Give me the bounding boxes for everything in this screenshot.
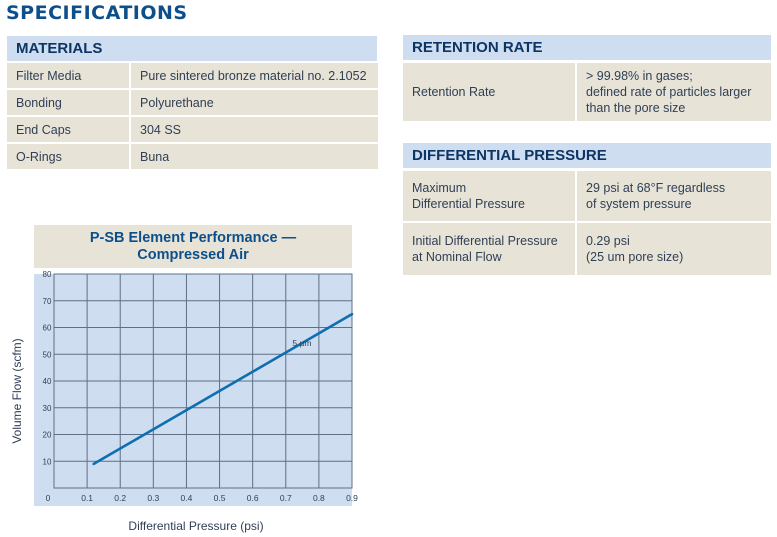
spec-value: Pure sintered bronze material no. 2.1052 bbox=[129, 63, 378, 88]
spec-value: 304 SS bbox=[129, 117, 378, 142]
x-tick-label: 0.4 bbox=[181, 493, 193, 503]
value-line: defined rate of particles larger bbox=[586, 85, 752, 99]
retention-table: Retention Rate > 99.98% in gases; define… bbox=[403, 61, 771, 123]
spec-value: 0.29 psi (25 um pore size) bbox=[575, 223, 771, 275]
y-tick-label: 20 bbox=[43, 431, 52, 440]
y-tick-label: 60 bbox=[43, 324, 52, 333]
table-row: Maximum Differential Pressure 29 psi at … bbox=[403, 171, 771, 221]
materials-header: MATERIALS bbox=[7, 36, 377, 61]
spec-label: O-Rings bbox=[7, 144, 129, 169]
spec-value: 29 psi at 68°F regardless of system pres… bbox=[575, 171, 771, 221]
x-tick-label: 0.8 bbox=[313, 493, 325, 503]
x-tick-label: 0.9 bbox=[346, 493, 358, 503]
series-line bbox=[92, 312, 354, 466]
spec-value: Polyurethane bbox=[129, 90, 378, 115]
y-tick-label: 30 bbox=[43, 404, 52, 413]
table-row: O-Rings Buna bbox=[7, 144, 378, 169]
y-tick-label: 70 bbox=[43, 297, 52, 306]
table-row: Retention Rate > 99.98% in gases; define… bbox=[403, 63, 771, 121]
chart-title: P-SB Element Performance — Compressed Ai… bbox=[34, 225, 352, 268]
materials-table: Filter Media Pure sintered bronze materi… bbox=[7, 61, 378, 171]
spec-value: > 99.98% in gases; defined rate of parti… bbox=[575, 63, 771, 121]
x-tick-label: 0.6 bbox=[247, 493, 259, 503]
differential-table: Maximum Differential Pressure 29 psi at … bbox=[403, 169, 771, 277]
y-tick-label: 80 bbox=[43, 270, 52, 279]
x-tick-label: 0.2 bbox=[114, 493, 126, 503]
performance-chart: 10 20 30 40 50 60 70 80 0 0.1 0.2 0.3 0.4 0.5 0.6 0.7 0.… bbox=[10, 270, 358, 533]
spec-label: Retention Rate bbox=[403, 63, 575, 121]
table-row: End Caps 304 SS bbox=[7, 117, 378, 142]
x-tick-label: 0.5 bbox=[214, 493, 226, 503]
y-axis-strip bbox=[34, 274, 54, 488]
value-line: > 99.98% in gases; bbox=[586, 69, 693, 83]
differential-header: DIFFERENTIAL PRESSURE bbox=[403, 143, 771, 168]
y-axis-label: Volume Flow (scfm) bbox=[10, 338, 24, 443]
value-line: 29 psi at 68°F regardless bbox=[586, 181, 726, 195]
value-line: of system pressure bbox=[586, 197, 692, 211]
spec-label: Filter Media bbox=[7, 63, 129, 88]
x-tick-label: 0.3 bbox=[147, 493, 159, 503]
value-line: 0.29 psi bbox=[586, 234, 630, 248]
label-line: Differential Pressure bbox=[412, 197, 526, 211]
spec-label: Maximum Differential Pressure bbox=[403, 171, 575, 221]
y-tick-label: 40 bbox=[43, 377, 52, 386]
table-row: Filter Media Pure sintered bronze materi… bbox=[7, 63, 378, 88]
y-tick-label: 50 bbox=[43, 350, 52, 359]
spec-label: Initial Differential Pressure at Nominal… bbox=[403, 223, 575, 275]
label-line: Maximum bbox=[412, 181, 467, 195]
retention-header: RETENTION RATE bbox=[403, 35, 771, 60]
series-annotation: 5 µm bbox=[292, 338, 311, 348]
table-row: Bonding Polyurethane bbox=[7, 90, 378, 115]
spec-label: Bonding bbox=[7, 90, 129, 115]
value-line: than the pore size bbox=[586, 101, 686, 115]
chart-title-line: P-SB Element Performance — bbox=[89, 229, 297, 246]
x-axis-strip bbox=[34, 488, 352, 506]
y-tick-label: 10 bbox=[43, 457, 52, 466]
x-tick-label: 0 bbox=[46, 493, 51, 503]
label-line: at Nominal Flow bbox=[412, 250, 502, 264]
spec-value: Buna bbox=[129, 144, 378, 169]
plot-frame bbox=[53, 273, 353, 489]
spec-label: End Caps bbox=[7, 117, 129, 142]
x-axis-label: Differential Pressure (psi) bbox=[128, 519, 263, 533]
x-tick-label: 0.7 bbox=[280, 493, 292, 503]
value-line: (25 um pore size) bbox=[586, 250, 684, 264]
page-title: SPECIFICATIONS bbox=[6, 2, 188, 24]
table-row: Initial Differential Pressure at Nominal… bbox=[403, 223, 771, 275]
chart-title-line: Compressed Air bbox=[137, 246, 249, 263]
label-line: Initial Differential Pressure bbox=[412, 234, 558, 248]
x-tick-label: 0.1 bbox=[81, 493, 93, 503]
